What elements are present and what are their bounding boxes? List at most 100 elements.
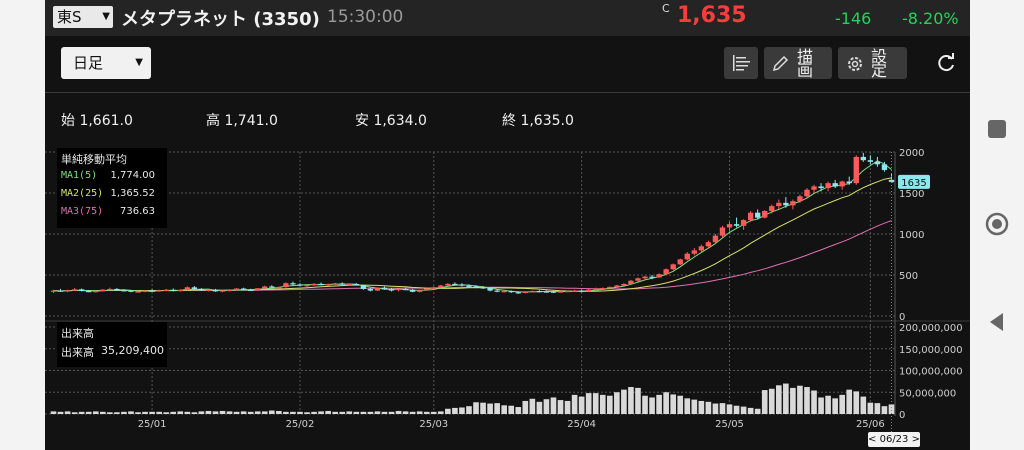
- volume-bar: [649, 397, 655, 414]
- month-tick-label: 25/05: [715, 419, 744, 430]
- candle-body: [395, 288, 402, 291]
- price-tick-label: 2000: [899, 148, 924, 159]
- volume-bar: [846, 389, 853, 414]
- volume-bar: [297, 411, 303, 414]
- volume-bar: [247, 411, 254, 414]
- candle-body: [487, 288, 493, 291]
- volume-bar: [508, 405, 515, 414]
- volume-tick-label: 50,000,000: [899, 388, 956, 399]
- settings-button[interactable]: 設定: [838, 47, 907, 79]
- volume-bar: [346, 411, 353, 414]
- candle-body: [466, 285, 472, 287]
- candle-body: [86, 290, 92, 293]
- volume-bar: [459, 407, 465, 414]
- volume-bar: [783, 383, 789, 414]
- candle-body: [705, 242, 712, 247]
- candle-body: [142, 290, 148, 292]
- volume-bar: [754, 408, 761, 414]
- home-icon[interactable]: [985, 212, 1009, 236]
- volume-bar: [184, 411, 191, 414]
- candle-body: [564, 290, 571, 293]
- volume-bar: [268, 410, 275, 414]
- header-bar: 東S ▼ メタプラネット (3350) 15:30:00 C 1,635 -14…: [45, 0, 970, 36]
- refresh-icon[interactable]: [935, 52, 957, 74]
- candle-body: [177, 289, 183, 292]
- candle-body: [536, 290, 543, 293]
- candle-body: [233, 288, 240, 290]
- volume-bar: [656, 394, 662, 414]
- candle-body: [100, 289, 106, 291]
- volume-bar: [381, 411, 388, 414]
- volume-bar: [466, 406, 472, 414]
- period-select[interactable]: 日足 ▼: [61, 47, 151, 79]
- candle-body: [57, 290, 64, 292]
- ohlc-open-label: 始: [61, 113, 75, 129]
- gear-icon: [848, 57, 862, 71]
- candle-body: [762, 211, 768, 218]
- volume-bar: [585, 393, 592, 414]
- volume-bar: [290, 411, 296, 414]
- back-icon[interactable]: [985, 310, 1009, 334]
- candle-body: [107, 288, 113, 291]
- candle-body: [740, 220, 747, 226]
- ohlc-low-label: 安: [355, 113, 369, 129]
- volume-bar: [325, 410, 331, 414]
- exchange-select[interactable]: 東S ▼: [53, 6, 113, 28]
- ma3-value: 736.63: [120, 206, 155, 217]
- volume-bar: [57, 411, 64, 414]
- volume-bar: [698, 400, 705, 414]
- volume-bar: [684, 398, 691, 414]
- candle-body: [614, 285, 620, 287]
- volume-bar: [635, 387, 641, 414]
- candle-body: [853, 156, 859, 184]
- volume-bar: [395, 410, 402, 414]
- volume-bar: [564, 400, 571, 414]
- volume-bar: [860, 396, 867, 414]
- candle-body: [93, 290, 99, 293]
- volume-bar: [473, 402, 479, 414]
- candle-body: [825, 183, 831, 189]
- volume-bar: [85, 411, 92, 414]
- candle-body: [290, 283, 296, 285]
- candle-body: [360, 285, 367, 289]
- square-icon[interactable]: [985, 117, 1009, 141]
- candle-body: [881, 164, 888, 170]
- draw-button[interactable]: 描画: [764, 47, 832, 79]
- candle-body: [332, 283, 338, 285]
- volume-bar: [775, 385, 782, 414]
- candle-body: [586, 289, 592, 292]
- candle-body: [712, 235, 719, 243]
- candle-body: [557, 291, 564, 293]
- candle-body: [578, 290, 585, 292]
- volume-legend-title: 出来高: [61, 327, 94, 340]
- stock-chart[interactable]: 25/01 25/02 25/03 25/04 25/05 25/06 0 500 1000 15…: [45, 0, 970, 450]
- volume-bar: [437, 411, 444, 414]
- price-change-percent: -8.20%: [902, 9, 959, 28]
- chart-list-button[interactable]: [724, 47, 758, 79]
- volume-bar: [790, 387, 796, 414]
- volume-bar: [50, 411, 57, 414]
- month-tick-label: 25/03: [419, 419, 448, 430]
- last-price-tag: [898, 174, 930, 189]
- ma1-value: 1,774.00: [110, 170, 155, 181]
- volume-bar: [832, 398, 838, 414]
- candle-body: [438, 285, 444, 288]
- candle-body: [818, 186, 824, 189]
- volume-bar: [606, 395, 613, 414]
- candle-body: [776, 202, 782, 207]
- candle-body: [402, 288, 409, 291]
- date-cursor-label[interactable]: < 06/23 >: [868, 432, 920, 447]
- candle-body: [149, 290, 155, 292]
- ma2-line: [53, 177, 892, 292]
- volume-tick-label: 0: [899, 410, 905, 421]
- volume-bar: [156, 411, 162, 414]
- volume-bar: [445, 408, 451, 414]
- candle-body: [226, 289, 233, 292]
- price-tick-label: 1500: [899, 189, 924, 200]
- candle-body: [529, 290, 536, 293]
- volume-bar: [480, 402, 486, 414]
- volume-bar: [550, 397, 557, 414]
- candle-body: [677, 259, 683, 265]
- volume-bar: [92, 411, 99, 414]
- chevron-down-icon: ▼: [135, 57, 143, 68]
